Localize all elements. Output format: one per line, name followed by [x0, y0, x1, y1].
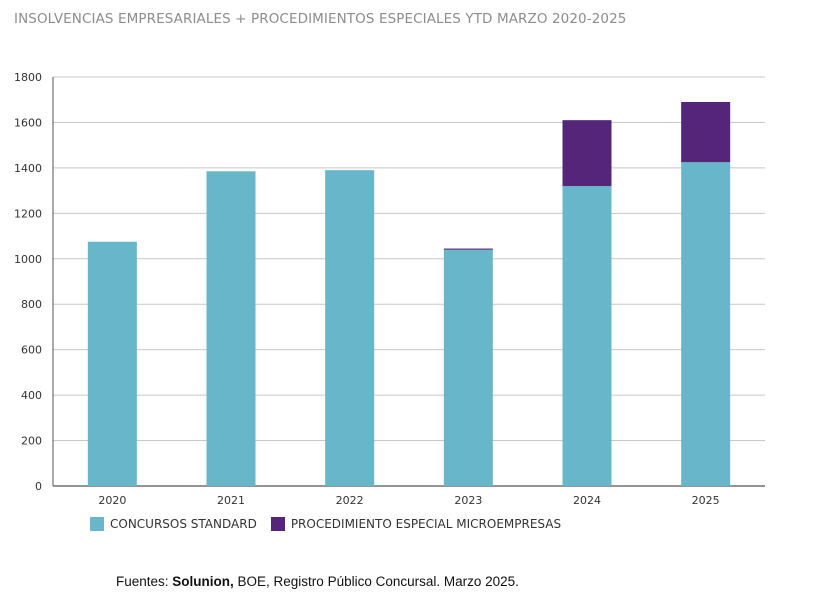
x-tick-label: 2024 — [573, 494, 601, 507]
x-tick-label: 2020 — [98, 494, 126, 507]
y-tick-label: 1600 — [14, 116, 42, 129]
bars — [87, 101, 731, 487]
y-axis-ticks: 0 200 400 600 800 1000 1200 1400 1600 1800 — [14, 71, 42, 493]
bar-micro-2023 — [443, 248, 493, 250]
x-axis-ticks: 2020 2021 2022 2023 2024 2025 — [98, 494, 719, 507]
y-tick-label: 1400 — [14, 162, 42, 175]
x-tick-label: 2025 — [692, 494, 720, 507]
legend-label-micro: PROCEDIMIENTO ESPECIAL MICROEMPRESAS — [290, 517, 562, 531]
y-tick-label: 200 — [21, 435, 42, 448]
legend: CONCURSOS STANDARD PROCEDIMIENTO ESPECIA… — [90, 517, 575, 531]
legend-item-standard: CONCURSOS STANDARD — [90, 517, 257, 531]
bar-micro-2024 — [562, 120, 612, 187]
y-tick-label: 600 — [21, 344, 42, 357]
bar-standard-2024 — [562, 186, 612, 487]
chart-title: INSOLVENCIAS EMPRESARIALES + PROCEDIMIEN… — [14, 11, 627, 27]
bar-standard-2020 — [87, 241, 137, 486]
x-tick-label: 2023 — [454, 494, 482, 507]
y-tick-label: 0 — [35, 480, 42, 493]
y-tick-label: 1200 — [14, 207, 42, 220]
legend-label-standard: CONCURSOS STANDARD — [110, 517, 257, 531]
x-tick-label: 2021 — [217, 494, 245, 507]
y-tick-label: 400 — [21, 389, 42, 402]
legend-swatch-micro — [270, 517, 285, 531]
bar-standard-2025 — [681, 162, 731, 487]
bar-standard-2022 — [325, 170, 375, 486]
legend-swatch-standard — [90, 517, 104, 531]
y-tick-label: 800 — [21, 298, 42, 311]
gridlines — [53, 76, 765, 487]
x-tick-label: 2022 — [336, 494, 364, 507]
bar-standard-2023 — [443, 249, 493, 486]
bar-standard-2021 — [206, 171, 256, 486]
legend-item-micro: PROCEDIMIENTO ESPECIAL MICROEMPRESAS — [270, 517, 562, 531]
y-tick-label: 1000 — [14, 253, 42, 266]
source-footer: Fuentes: Solunion, BOE, Registro Público… — [116, 574, 519, 589]
footer-prefix: Fuentes: — [116, 574, 173, 589]
footer-source-bold: Solunion, — [172, 574, 234, 589]
bar-micro-2025 — [681, 101, 731, 163]
footer-rest: BOE, Registro Público Concursal. Marzo 2… — [233, 574, 519, 589]
y-tick-label: 1800 — [14, 71, 42, 84]
